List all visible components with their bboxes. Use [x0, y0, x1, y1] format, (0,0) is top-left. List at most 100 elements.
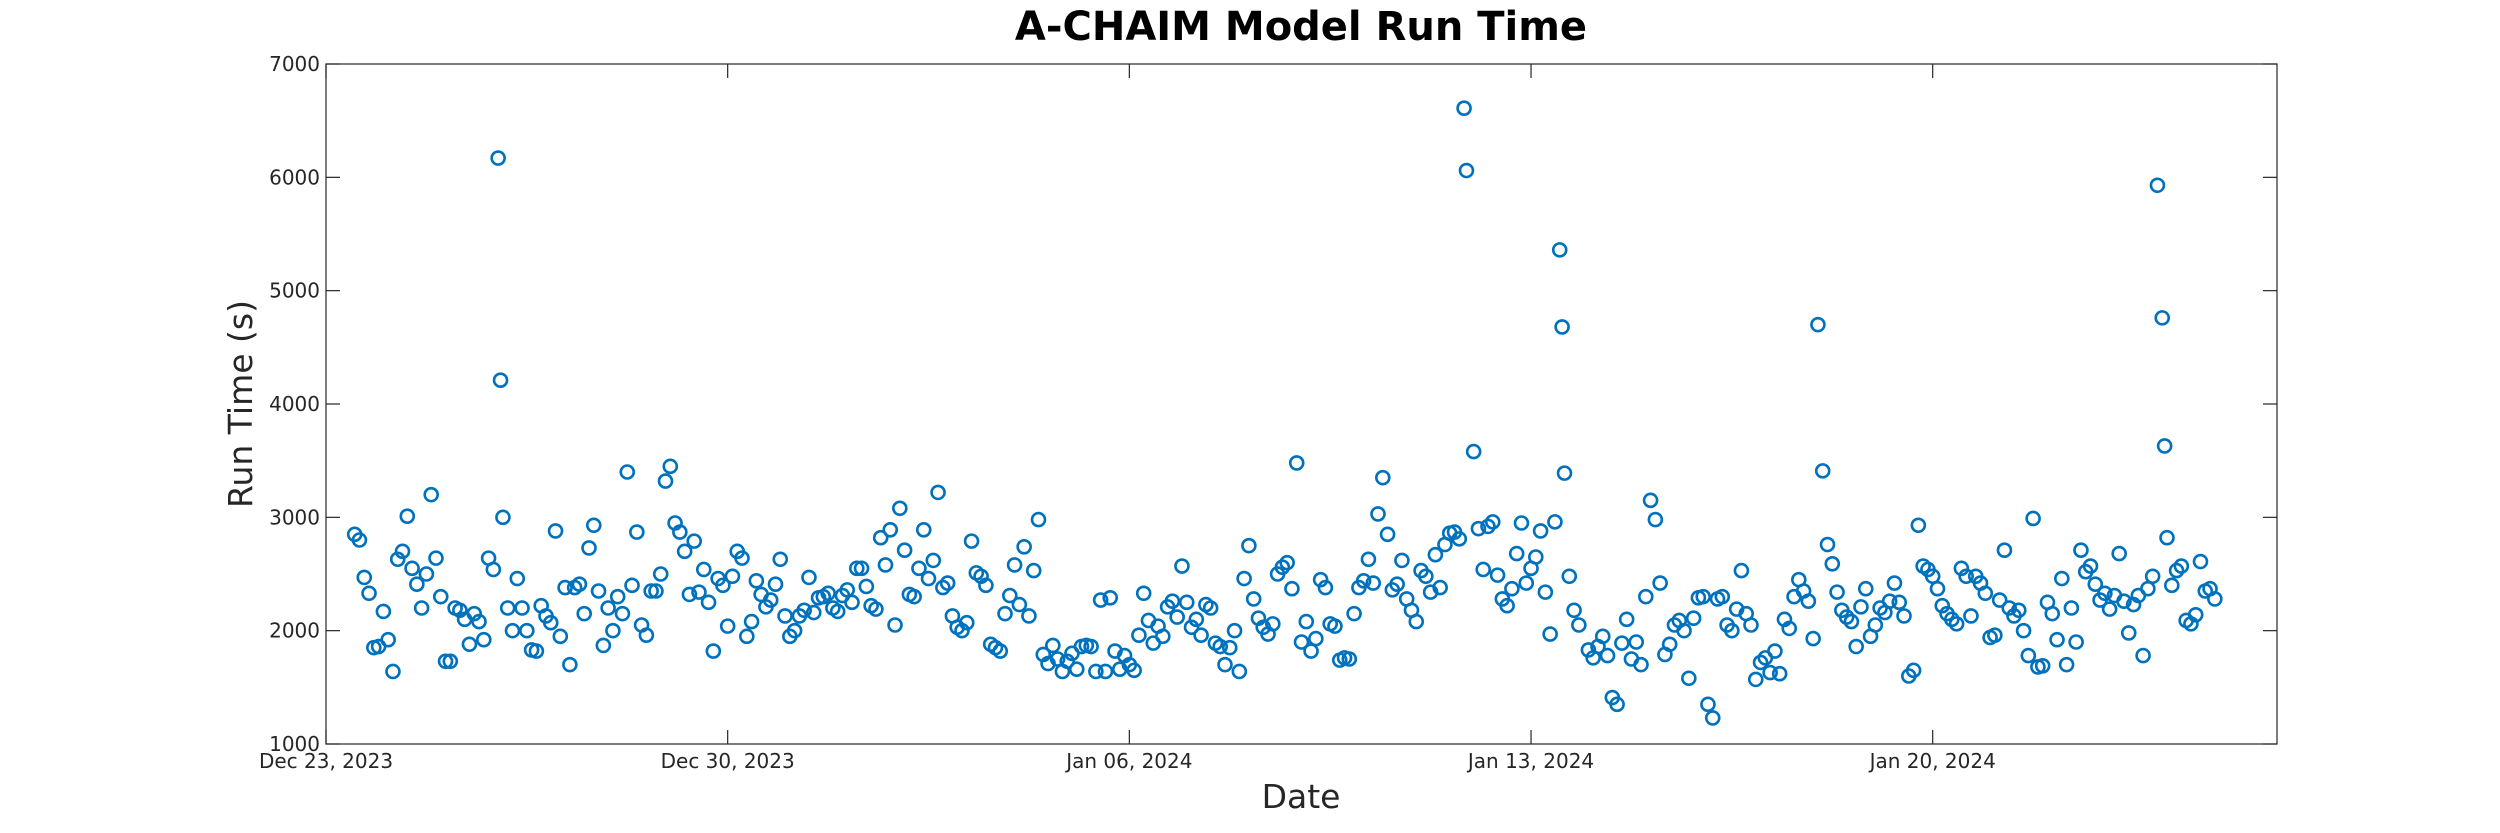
data-point: [925, 552, 942, 569]
data-point: [868, 601, 884, 617]
data-point: [676, 543, 693, 560]
data-point: [1838, 609, 1855, 625]
data-point: [1714, 588, 1731, 605]
data-point: [629, 524, 645, 540]
data-point: [805, 604, 822, 621]
data-point: [1747, 671, 1764, 688]
data-point: [662, 458, 679, 475]
data-point: [700, 594, 717, 611]
data-point: [485, 561, 502, 578]
data-point: [605, 622, 621, 639]
data-point: [1308, 630, 1324, 647]
data-point: [1341, 651, 1358, 667]
data-point: [1068, 661, 1085, 678]
data-point: [2010, 602, 2027, 619]
chart-title: A-CHAIM Model Run Time: [1015, 4, 1587, 50]
data-point: [2020, 647, 2037, 664]
data-point: [1293, 634, 1310, 650]
data-point: [1633, 656, 1649, 673]
data-point: [1288, 455, 1305, 471]
data-point: [1346, 605, 1362, 622]
data-point: [1327, 618, 1343, 634]
data-point: [1135, 585, 1152, 602]
data-point: [848, 560, 865, 577]
data-point: [1408, 613, 1425, 630]
data-point: [547, 523, 564, 539]
data-point: [1284, 580, 1300, 597]
data-point: [585, 517, 602, 534]
data-point: [1800, 593, 1817, 610]
data-point: [1489, 567, 1506, 583]
y-axis-label: Run Time (s): [221, 300, 260, 508]
data-point: [1977, 585, 1994, 602]
data-point: [1991, 592, 2008, 608]
data-point: [356, 569, 373, 586]
data-point: [552, 628, 569, 645]
y-tick-label: 4000: [269, 392, 320, 416]
data-point: [691, 584, 707, 600]
data-point: [576, 605, 593, 622]
data-point: [490, 150, 506, 166]
data-point: [1695, 588, 1711, 605]
data-point: [1987, 627, 2003, 644]
x-tick-label: Dec 23, 2023: [259, 749, 393, 773]
data-point: [1752, 654, 1769, 671]
data-point: [1843, 613, 1860, 630]
data-point: [2154, 310, 2171, 326]
data-point: [499, 600, 516, 616]
data-point: [1661, 636, 1678, 653]
data-point: [432, 588, 449, 605]
x-tick-label: Jan 13, 2024: [1466, 749, 1594, 773]
data-point: [1265, 616, 1281, 632]
data-point: [1948, 616, 1965, 632]
data-point: [614, 605, 631, 622]
data-point: [1824, 555, 1841, 572]
data-point: [1537, 584, 1554, 600]
data-point: [1867, 617, 1884, 633]
data-point: [858, 578, 875, 595]
data-point: [1193, 627, 1209, 644]
data-point: [1647, 511, 1664, 528]
data-point: [1848, 638, 1864, 655]
data-point: [1236, 570, 1252, 587]
data-point: [476, 631, 492, 648]
data-point: [2135, 647, 2151, 664]
data-point: [1905, 662, 1922, 679]
data-point: [743, 613, 760, 630]
data-point: [963, 533, 980, 549]
data-point: [1958, 568, 1974, 585]
data-point: [892, 500, 908, 517]
y-tick-label: 6000: [269, 165, 320, 189]
data-point: [1458, 162, 1475, 179]
data-point: [739, 628, 755, 645]
data-point: [1681, 670, 1697, 687]
data-point: [2049, 631, 2065, 648]
data-point: [734, 550, 750, 566]
data-point: [762, 592, 779, 608]
data-point: [461, 636, 478, 653]
data-point: [2073, 542, 2089, 559]
data-point: [1896, 608, 1912, 624]
data-point: [1006, 557, 1023, 573]
data-point: [1953, 560, 1970, 577]
y-axis: 1000 2000 3000 4000 5000 6000 7000: [269, 52, 2277, 756]
data-point: [767, 576, 784, 593]
data-point: [1700, 696, 1716, 713]
data-point: [519, 622, 535, 639]
data-point: [796, 602, 812, 619]
data-point: [887, 617, 903, 633]
data-point: [1685, 610, 1702, 627]
data-point: [992, 643, 1009, 659]
data-point: [1642, 492, 1659, 509]
data-point: [1561, 568, 1578, 585]
data-point: [1566, 602, 1582, 619]
data-point: [428, 550, 444, 566]
data-point: [1164, 593, 1181, 610]
data-point: [920, 570, 937, 587]
data-point: [829, 603, 846, 620]
data-point: [492, 372, 509, 389]
data-point: [1465, 443, 1482, 460]
data-point: [1891, 594, 1908, 611]
data-point: [2054, 570, 2070, 587]
data-point: [1102, 589, 1119, 606]
